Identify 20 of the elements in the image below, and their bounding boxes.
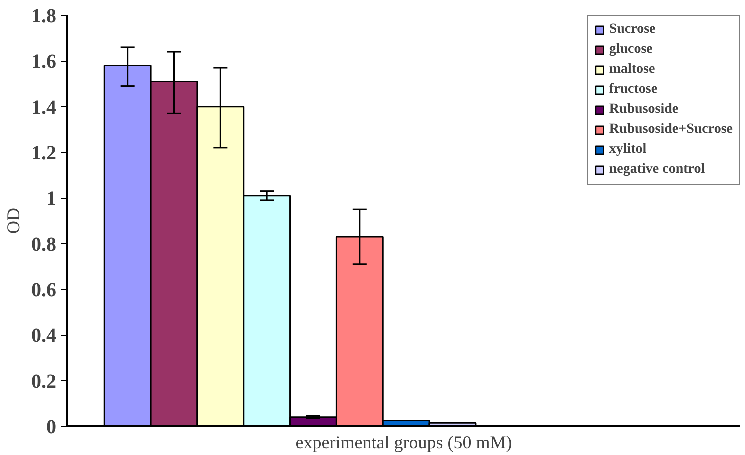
legend-label: Rubusoside+Sucrose — [609, 122, 733, 138]
y-tick-label: 1.6 — [32, 51, 56, 74]
legend-label: fructose — [609, 82, 658, 98]
legend-label: Rubusoside — [609, 102, 679, 118]
legend-label: glucose — [609, 42, 653, 58]
x-axis-title: experimental groups (50 mM) — [296, 432, 512, 452]
y-tick-label: 0 — [46, 416, 56, 438]
y-tick-label: 0.4 — [32, 325, 56, 348]
y-tick-label: 1.4 — [32, 96, 56, 119]
y-axis-title: OD — [4, 208, 24, 234]
y-tick-label: 0.6 — [32, 280, 56, 302]
y-tick-label: 1.2 — [32, 142, 56, 164]
legend-label: negative control — [609, 162, 706, 178]
legend-label: maltose — [609, 62, 656, 78]
y-tick-label: 0.2 — [32, 370, 56, 393]
legend-label: Sucrose — [609, 22, 656, 38]
y-tick-label: 0.8 — [32, 234, 56, 256]
y-tick-label: 1 — [46, 188, 56, 210]
legend-label: xylitol — [609, 142, 647, 158]
y-tick-label: 1.8 — [32, 6, 56, 28]
